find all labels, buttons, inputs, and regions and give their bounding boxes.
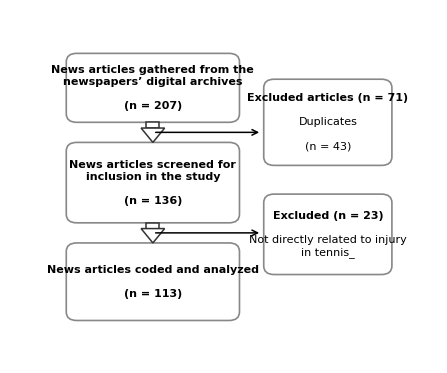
FancyBboxPatch shape <box>146 122 160 128</box>
Text: News articles screened for: News articles screened for <box>69 160 236 169</box>
Polygon shape <box>141 128 164 142</box>
FancyBboxPatch shape <box>66 142 240 223</box>
Text: (n = 207): (n = 207) <box>124 101 182 111</box>
Text: Not directly related to injury: Not directly related to injury <box>249 235 407 245</box>
Text: newspapers’ digital archives: newspapers’ digital archives <box>63 77 243 87</box>
Text: News articles gathered from the: News articles gathered from the <box>51 65 254 75</box>
FancyBboxPatch shape <box>66 243 240 320</box>
Text: (n = 43): (n = 43) <box>305 141 351 151</box>
Text: Duplicates: Duplicates <box>299 117 357 127</box>
Text: inclusion in the study: inclusion in the study <box>86 172 220 182</box>
FancyBboxPatch shape <box>146 223 160 229</box>
Text: Excluded articles (n = 71): Excluded articles (n = 71) <box>247 93 409 103</box>
Text: in tennis_: in tennis_ <box>301 247 354 258</box>
Text: Excluded (n = 23): Excluded (n = 23) <box>273 211 383 221</box>
Text: News articles coded and analyzed: News articles coded and analyzed <box>47 265 259 275</box>
Text: (n = 113): (n = 113) <box>124 289 182 299</box>
FancyBboxPatch shape <box>66 53 240 122</box>
FancyBboxPatch shape <box>264 79 392 165</box>
FancyBboxPatch shape <box>264 194 392 275</box>
Polygon shape <box>141 229 164 243</box>
Text: (n = 136): (n = 136) <box>124 196 182 206</box>
